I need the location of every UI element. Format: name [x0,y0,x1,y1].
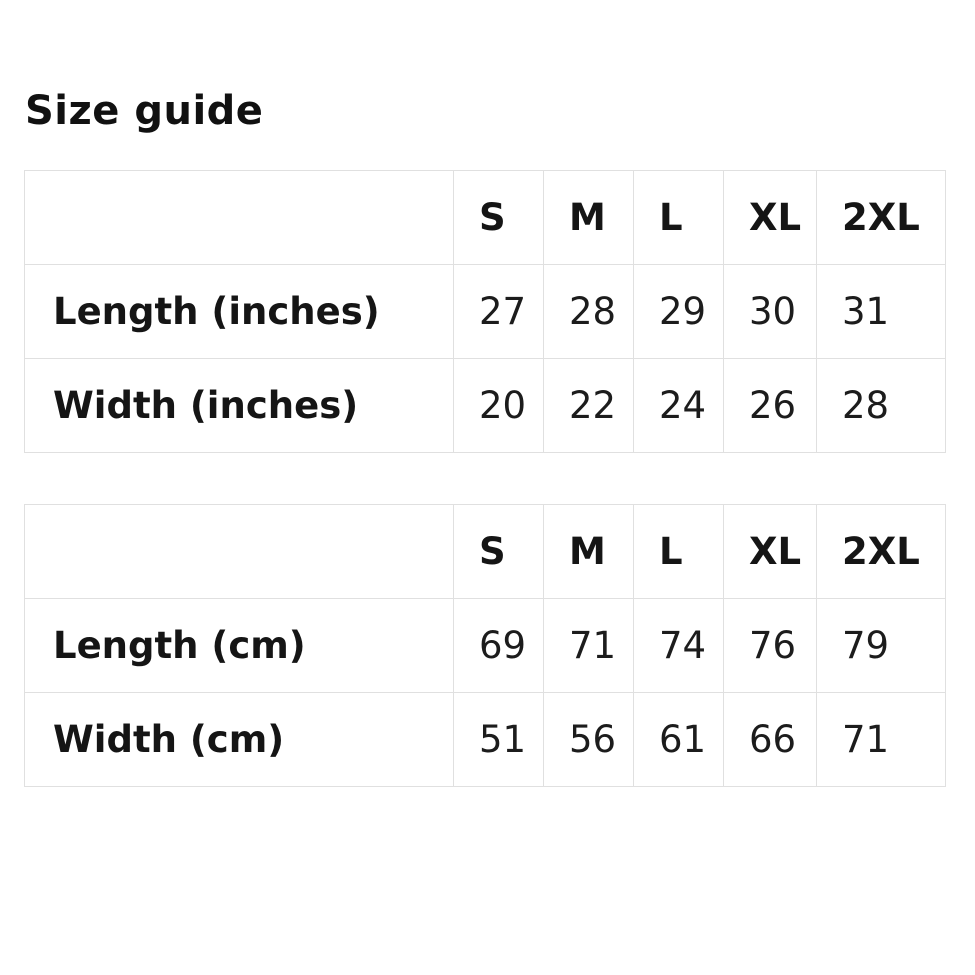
value-cell: 51 [453,692,544,787]
table-row-length-inches: Length (inches) 27 28 29 30 31 [24,264,946,359]
corner-cell [24,504,454,599]
value-cell: 20 [453,358,544,453]
table-row-width-cm: Width (cm) 51 56 61 66 71 [24,692,946,787]
value-cell: 22 [543,358,634,453]
value-cell: 66 [723,692,817,787]
row-label: Width (inches) [24,358,454,453]
value-cell: 71 [543,598,634,693]
size-col-header-m: M [543,170,634,265]
size-col-header-2xl: 2XL [816,504,946,599]
value-cell: 71 [816,692,946,787]
corner-cell [24,170,454,265]
value-cell: 79 [816,598,946,693]
size-col-header-l: L [633,504,724,599]
value-cell: 74 [633,598,724,693]
size-header-row: S M L XL 2XL [24,170,946,265]
value-cell: 56 [543,692,634,787]
size-col-header-xl: XL [723,504,817,599]
size-col-header-s: S [453,170,544,265]
value-cell: 76 [723,598,817,693]
size-col-header-l: L [633,170,724,265]
value-cell: 28 [543,264,634,359]
size-col-header-s: S [453,504,544,599]
size-table-inches: S M L XL 2XL Length (inches) 27 28 29 30… [24,170,946,453]
row-label: Length (inches) [24,264,454,359]
value-cell: 31 [816,264,946,359]
row-label: Length (cm) [24,598,454,693]
table-row-width-inches: Width (inches) 20 22 24 26 28 [24,358,946,453]
value-cell: 69 [453,598,544,693]
value-cell: 61 [633,692,724,787]
value-cell: 30 [723,264,817,359]
value-cell: 28 [816,358,946,453]
value-cell: 24 [633,358,724,453]
size-col-header-xl: XL [723,170,817,265]
value-cell: 29 [633,264,724,359]
size-col-header-2xl: 2XL [816,170,946,265]
size-guide-page: Size guide S M L XL 2XL Length (inches) … [24,88,946,787]
value-cell: 27 [453,264,544,359]
row-label: Width (cm) [24,692,454,787]
page-title: Size guide [25,88,264,134]
value-cell: 26 [723,358,817,453]
size-header-row: S M L XL 2XL [24,504,946,599]
size-table-cm: S M L XL 2XL Length (cm) 69 71 74 76 79 … [24,504,946,787]
table-row-length-cm: Length (cm) 69 71 74 76 79 [24,598,946,693]
size-col-header-m: M [543,504,634,599]
